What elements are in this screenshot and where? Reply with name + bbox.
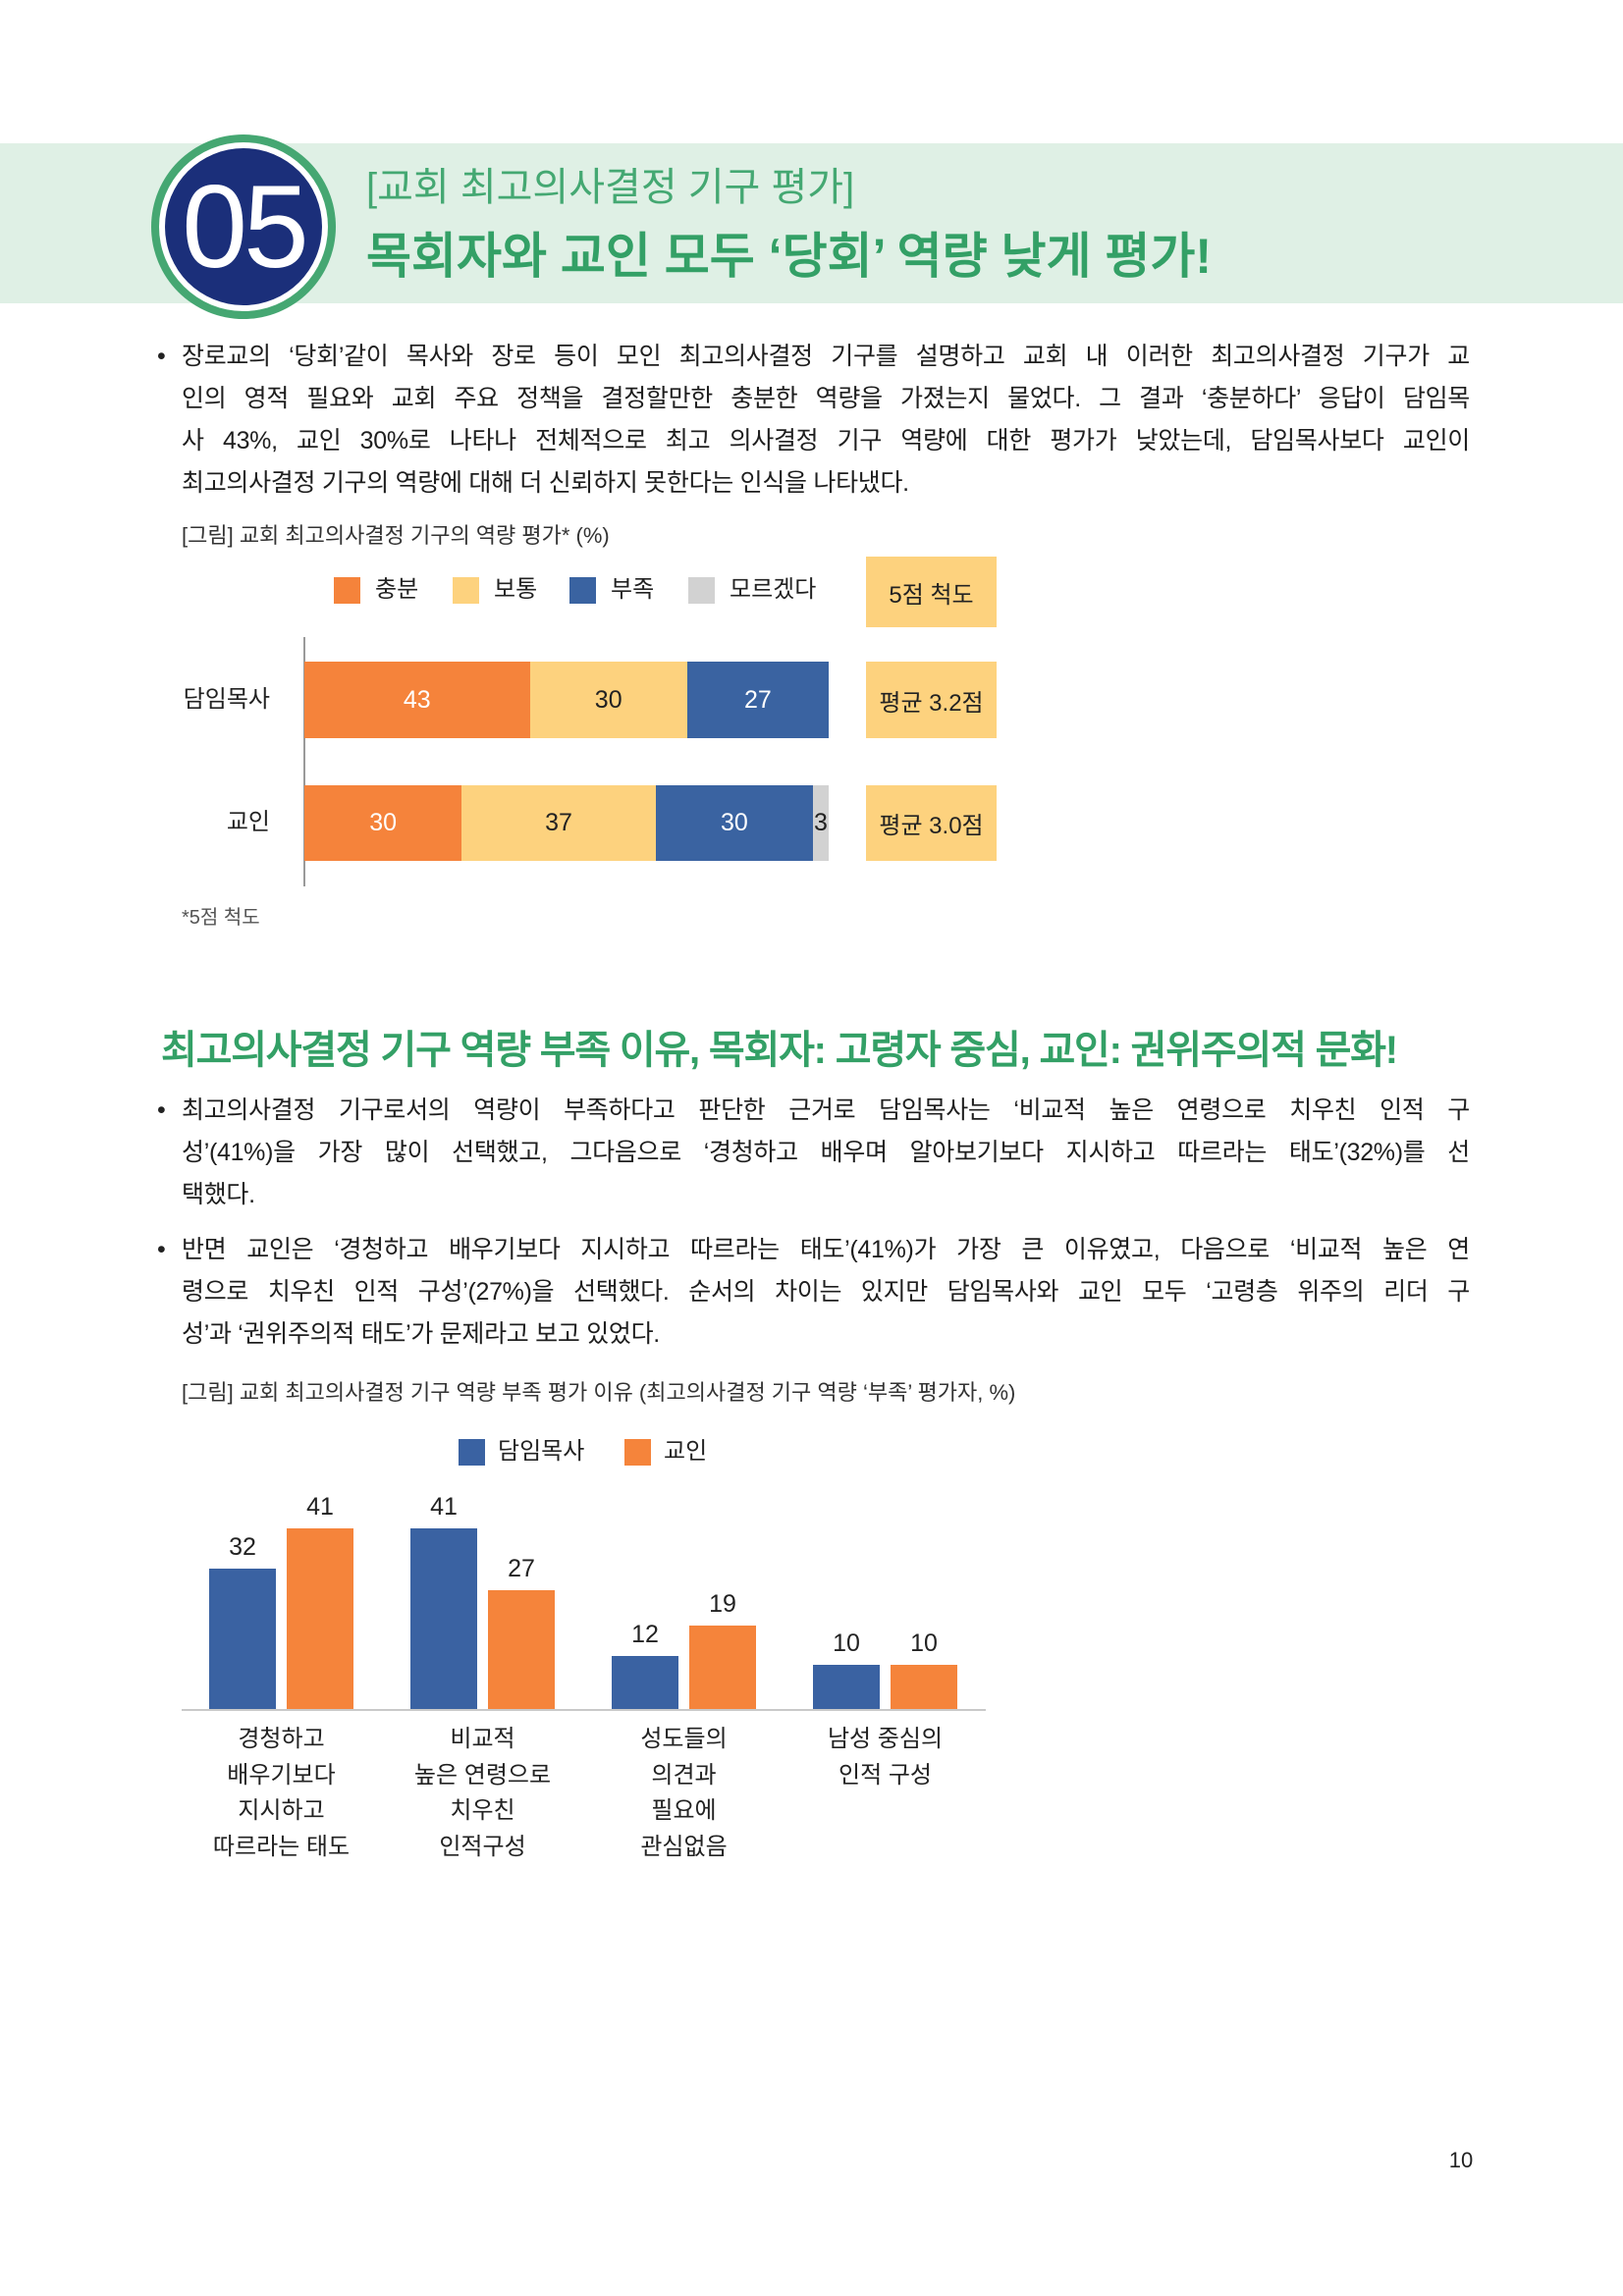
bar-value-label: 41 xyxy=(430,1493,458,1522)
page-number: 10 xyxy=(1448,2148,1474,2172)
legend-swatch xyxy=(688,577,715,604)
stacked-bar-segment xyxy=(812,785,829,861)
average-score-box: 평균 3.0점 xyxy=(866,785,997,861)
scale-label-box: 5점 척도 xyxy=(866,557,997,627)
chart-baseline xyxy=(182,1709,986,1711)
stacked-bar-segment xyxy=(686,662,829,738)
bar xyxy=(689,1625,756,1709)
stacked-bar-segment xyxy=(304,662,530,738)
legend-swatch xyxy=(459,1439,485,1466)
legend-swatch xyxy=(453,577,479,604)
figure-caption: [그림] 교회 최고의사결정 기구의 역량 평가* (%) xyxy=(182,523,610,548)
average-score-box: 평균 3.2점 xyxy=(866,662,997,738)
bullet-paragraph: 최고의사결정 기구로서의 역량이 부족하다고 판단한 근거로 담임목사는 ‘비교… xyxy=(182,1090,1470,1216)
bar-value-label: 30 xyxy=(369,809,397,836)
legend-label: 충분 xyxy=(375,576,419,603)
chart-axis-line xyxy=(303,637,305,886)
stacked-bar-segment xyxy=(655,785,813,861)
paragraph-line: 장로교의 ‘당회’같이 목사와 장로 등이 모인 최고의사결정 기구를 설명하고… xyxy=(182,343,1470,370)
legend-swatch xyxy=(624,1439,651,1466)
bar xyxy=(410,1528,477,1709)
paragraph-line: 사 43%, 교인 30%로 나타나 전체적으로 최고 의사결정 기구 역량에 … xyxy=(182,427,1470,454)
bar xyxy=(891,1665,957,1709)
bar-value-label: 27 xyxy=(508,1555,535,1583)
bar-value-label: 37 xyxy=(545,809,572,836)
bar xyxy=(287,1528,353,1709)
legend-label: 보통 xyxy=(494,576,538,603)
paragraph-line: 반면 교인은 ‘경청하고 배우기보다 지시하고 따르라는 태도’(41%)가 가… xyxy=(182,1236,1470,1263)
paragraph-line: 인의 영적 필요와 교회 주요 정책을 결정할만한 충분한 역량을 가졌는지 물… xyxy=(182,385,1470,412)
bar-value-label: 27 xyxy=(743,686,772,714)
badge-circle: 05 xyxy=(165,148,322,305)
stacked-bar-segment xyxy=(529,662,687,738)
category-label: 경청하고 배우기보다 지시하고 따르라는 태도 xyxy=(212,1726,351,1860)
section-number: 05 xyxy=(182,161,308,293)
legend-label: 교인 xyxy=(664,1438,708,1465)
bar-value-label: 12 xyxy=(631,1621,659,1649)
bar xyxy=(488,1590,555,1709)
category-label: 남성 중심의 인적 구성 xyxy=(827,1726,944,1789)
bar-value-label: 10 xyxy=(910,1629,938,1658)
bar-value-label: 10 xyxy=(833,1629,860,1658)
bar-value-label: 41 xyxy=(306,1493,334,1522)
bar xyxy=(612,1656,678,1709)
bar-value-label: 30 xyxy=(720,809,748,836)
intro-paragraph: 장로교의 ‘당회’같이 목사와 장로 등이 모인 최고의사결정 기구를 설명하고… xyxy=(182,336,1470,505)
category-label: 비교적 높은 연령으로 치우친 인적구성 xyxy=(413,1726,552,1860)
paragraph-line: 최고의사결정 기구의 역량에 대해 더 신뢰하지 못한다는 인식을 나타냈다. xyxy=(182,469,909,497)
bar-value-label: 43 xyxy=(403,686,431,714)
bullet-marker: • xyxy=(157,1096,166,1124)
legend-swatch xyxy=(334,577,360,604)
legend-label: 부족 xyxy=(611,576,655,603)
figure-caption: [그림] 교회 최고의사결정 기구 역량 부족 평가 이유 (최고의사결정 기구… xyxy=(182,1380,1016,1405)
paragraph-line: 령으로 치우친 인적 구성’(27%)을 선택했다. 순서의 차이는 있지만 담… xyxy=(182,1278,1470,1306)
bullet-marker: • xyxy=(157,1236,166,1263)
stacked-bar-segment xyxy=(304,785,462,861)
paragraph-line: 최고의사결정 기구로서의 역량이 부족하다고 판단한 근거로 담임목사는 ‘비교… xyxy=(182,1096,1470,1124)
paragraph-line: 택했다. xyxy=(182,1181,255,1208)
bar xyxy=(813,1665,880,1709)
section-title: 목회자와 교인 모두 ‘당회’ 역량 낮게 평가! xyxy=(366,229,1213,284)
bar-value-label: 3 xyxy=(814,809,828,836)
legend-label: 담임목사 xyxy=(498,1438,585,1465)
figure-footnote: *5점 척도 xyxy=(182,907,260,929)
section-subtitle: [교회 최고의사결정 기구 평가] xyxy=(366,166,855,209)
bullet-marker: • xyxy=(157,343,166,370)
row-label: 담임목사 xyxy=(183,686,270,713)
section-number-badge: 05 xyxy=(151,134,336,319)
category-label: 성도들의 의견과 필요에 관심없음 xyxy=(640,1726,728,1860)
paragraph-line: 성’과 ‘권위주의적 태도’가 문제라고 보고 있었다. xyxy=(182,1320,660,1348)
bar-value-label: 30 xyxy=(594,686,622,714)
bullet-paragraph: 반면 교인은 ‘경청하고 배우기보다 지시하고 따르라는 태도’(41%)가 가… xyxy=(182,1229,1470,1356)
bar xyxy=(209,1568,276,1709)
paragraph-line: 성’(41%)을 가장 많이 선택했고, 그다음으로 ‘경청하고 배우며 알아보… xyxy=(182,1139,1471,1166)
section-heading: 최고의사결정 기구 역량 부족 이유, 목회자: 고령자 중심, 교인: 권위주… xyxy=(161,1029,1398,1072)
legend-swatch xyxy=(569,577,596,604)
bar-value-label: 32 xyxy=(229,1532,256,1561)
bar-value-label: 19 xyxy=(709,1589,736,1618)
row-label: 교인 xyxy=(226,809,270,835)
legend-label: 모르겠다 xyxy=(730,576,817,603)
stacked-bar-segment xyxy=(461,785,656,861)
